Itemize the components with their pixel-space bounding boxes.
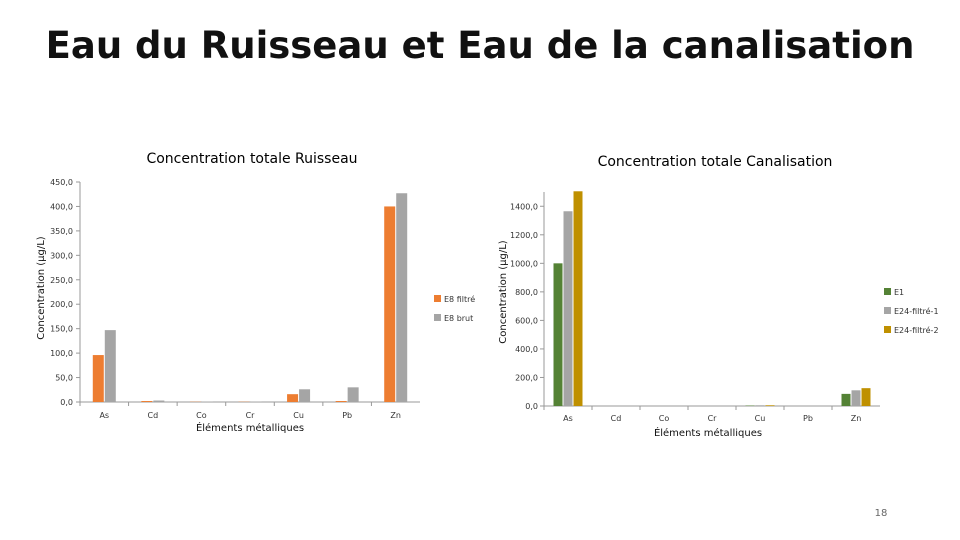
y-tick-label: 200,0 [50,300,73,309]
bar-as-e24-filtr-1 [563,211,573,406]
x-tick-label: As [99,411,109,420]
bar-zn-e24-filtr-1 [851,390,861,406]
legend-label: E1 [894,288,904,297]
bar-zn-e8-brut [396,193,408,402]
bars-ruisseau [92,193,408,402]
bar-cu-e8-brut [299,389,311,402]
x-tick-label: Co [196,411,207,420]
legend-label: E8 filtré [444,294,475,304]
y-tick-label: 150,0 [50,325,73,334]
legend-label: E8 brut [444,314,473,323]
slide-title: Eau du Ruisseau et Eau de la canalisatio… [45,24,915,67]
x-tick-label: Cu [293,411,304,420]
x-tick-label: Cr [246,411,256,420]
y-tick-label: 0,0 [60,398,73,407]
bar-cu-e24-filtr-1 [755,405,765,406]
y-tick-label: 1000,0 [510,259,538,268]
axes-canalisation [540,192,880,410]
y-tick-label: 50,0 [55,374,73,383]
bar-zn-e24-filtr-2 [861,388,871,406]
y-tick-label: 250,0 [50,276,73,285]
y-ticks-ruisseau: 0,0 50,0 100,0 150,0 200,0 250,0 300,0 350,0 400… [50,178,73,407]
x-ticks-canalisation: As Cd Co Cr Cu Pb Zn [563,414,861,423]
axes-ruisseau [76,181,420,406]
y-tick-label: 300,0 [50,251,73,260]
bar-cu-e24-filtr-2 [765,405,775,406]
chart-title-ruisseau: Concentration totale Ruisseau [146,151,357,167]
y-axis-title-ruisseau: Concentration (µg/L) [36,236,47,339]
bar-as-e8-brut [104,330,116,402]
x-ticks-ruisseau: As Cd Co Cr Cu Pb Zn [99,411,401,420]
bar-pb-e8-filtr- [335,401,347,402]
x-axis-title-canalisation: Éléments métalliques [654,426,762,439]
bar-as-e24-filtr-2 [573,191,583,406]
bars-canalisation [553,191,871,406]
bar-as-e8-filtr- [92,355,104,402]
legend-ruisseau: E8 filtré E8 brut [434,294,475,323]
y-tick-label: 1400,0 [510,202,538,211]
y-tick-label: 600,0 [515,316,538,325]
x-tick-label: As [563,414,573,423]
legend-swatch [884,307,891,314]
x-tick-label: Pb [342,411,352,420]
y-tick-label: 1200,0 [510,231,538,240]
legend-swatch [434,314,441,321]
bar-pb-e8-brut [347,387,359,402]
x-tick-label: Cr [708,414,718,423]
legend-swatch [884,288,891,295]
bar-zn-e1 [841,393,851,406]
chart-title-canalisation: Concentration totale Canalisation [598,154,833,170]
x-axis-title-ruisseau: Éléments métalliques [196,421,304,434]
legend-canalisation: E1 E24-filtré-1 E24-filtré-2 [884,288,939,335]
bar-cd-e8-filtr- [141,401,153,402]
bar-cu-e8-filtr- [287,394,299,402]
legend-swatch [884,326,891,333]
legend-swatch [434,295,441,302]
legend-label: E24-filtré-1 [894,306,939,316]
x-tick-label: Zn [390,411,401,420]
y-ticks-canalisation: 0,0 200,0 400,0 600,0 800,0 1000,0 1200,0 1400,… [510,202,538,411]
x-tick-label: Cd [611,414,622,423]
bar-cd-e8-brut [153,400,165,402]
chart-ruisseau: Concentration totale Ruisseau Éléments m… [36,151,475,434]
y-tick-label: 100,0 [50,349,73,358]
y-tick-label: 400,0 [50,202,73,211]
x-tick-label: Cu [755,414,766,423]
y-tick-label: 800,0 [515,288,538,297]
x-tick-label: Zn [851,414,862,423]
bar-as-e1 [553,263,563,406]
y-tick-label: 200,0 [515,373,538,382]
slide-number: 18 [874,508,888,519]
y-tick-label: 400,0 [515,345,538,354]
x-tick-label: Cd [148,411,159,420]
y-tick-label: 450,0 [50,178,73,187]
bar-zn-e8-filtr- [384,206,396,402]
y-tick-label: 0,0 [525,402,538,411]
x-tick-label: Pb [803,414,813,423]
y-tick-label: 350,0 [50,227,73,236]
legend-label: E24-filtré-2 [894,325,939,335]
chart-canalisation: Concentration totale Canalisation Élémen… [498,154,939,439]
y-axis-title-canalisation: Concentration (µg/L) [498,240,509,343]
x-tick-label: Co [659,414,670,423]
